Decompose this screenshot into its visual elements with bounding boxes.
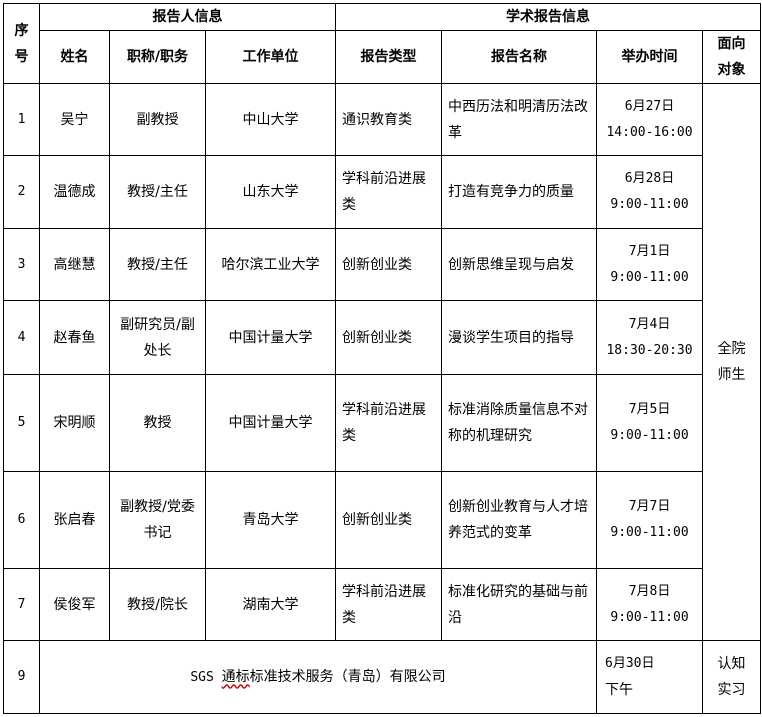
row-audience: 认知实习 [702,640,762,714]
header-type: 报告类型 [335,30,443,84]
table-row: 7 侯俊军 教授/院长 湖南大学 学科前沿进展类 标准化研究的基础与前沿 7月8日 9:00-… [3,568,761,641]
row-topic: 打造有竞争力的质量 [441,155,598,229]
row-datetime: 7月7日 9:00-11:00 [596,471,704,569]
table-row: 5 宋明顺 教授 中国计量大学 学科前沿进展类 标准消除质量信息不对称的机理研究 7月5日 9… [3,374,761,472]
header-seq: 序号 [3,3,40,84]
row-title: 教授/主任 [109,228,206,301]
row-no: 9 [3,640,40,714]
table-row: 4 赵春鱼 副研究员/副处长 中国计量大学 创新创业类 漫谈学生项目的指导 7月4日 18:3… [3,300,761,375]
row-date: 7月1日 [628,243,671,259]
header-report-info: 学术报告信息 [335,3,762,31]
row-time: 18:30-20:30 [606,342,693,358]
org-flagged-word: 通标 [221,668,250,685]
row-date: 6月28日 [624,171,675,186]
row-name: 张启春 [39,471,110,569]
row-topic: 创新思维呈现与启发 [441,228,598,301]
row-name: 赵春鱼 [39,300,110,375]
row-time: 下午 [605,682,634,698]
row-type: 学科前沿进展类 [335,568,443,641]
table-row: 1 吴宁 副教授 中山大学 通识教育类 中西历法和明清历法改革 6月27日 14:00-16:… [3,83,762,641]
row-no: 1 [3,83,40,156]
row-datetime: 7月4日 18:30-20:30 [596,300,704,375]
row-datetime: 7月1日 9:00-11:00 [596,228,704,301]
row-unit: 哈尔滨工业大学 [204,228,337,301]
row-date: 7月7日 [628,499,671,514]
row-datetime: 7月8日 9:00-11:00 [596,568,704,641]
row-organization: SGS 通标标准技术服务（青岛）有限公司 [38,640,598,714]
row-title: 教授/院长 [109,568,206,641]
row-title: 教授 [109,374,206,472]
row-topic: 漫谈学生项目的指导 [441,300,598,375]
header-speaker-info: 报告人信息 [38,3,337,31]
header-title: 职称/职务 [109,30,206,84]
row-time: 9:00-11:00 [610,428,689,443]
row-date: 6月27日 [624,98,675,114]
report-schedule-table: 序号 报告人信息 学术报告信息 姓名 职称/职务 工作单位 报告类型 报告名称 … [3,3,762,714]
row-unit: 中国计量大学 [204,300,337,375]
org-rest: 标准技术服务（青岛）有限公司 [249,668,446,685]
row-type: 学科前沿进展类 [335,155,443,229]
row-type: 创新创业类 [335,471,443,569]
row-no: 3 [3,228,40,301]
row-type: 通识教育类 [335,83,443,156]
row-topic: 标准消除质量信息不对称的机理研究 [441,374,598,472]
row-time: 14:00-16:00 [606,124,693,140]
header-unit: 工作单位 [204,30,337,84]
row-name: 宋明顺 [39,374,110,472]
header-name: 姓名 [39,30,110,84]
row-type: 创新创业类 [335,228,443,301]
table-row: 6 张启春 副教授/党委书记 青岛大学 创新创业类 创新创业教育与人才培养范式的变革 7月7… [3,471,761,569]
header-time: 举办时间 [596,30,704,84]
row-no: 7 [3,568,40,641]
row-title: 副研究员/副处长 [109,300,206,375]
table-row-internship: 9 SGS 通标标准技术服务（青岛）有限公司 6月30日下午 认知实习 [3,640,762,714]
header-audience: 面向对象 [702,30,762,84]
audience-all: 全院师生 [702,83,762,641]
row-type: 学科前沿进展类 [335,374,443,472]
row-topic: 中西历法和明清历法改革 [441,83,598,156]
header-topic: 报告名称 [441,30,598,84]
row-name: 高继慧 [39,228,110,301]
org-prefix: SGS [190,669,222,685]
row-no: 2 [3,155,40,229]
row-time: 9:00-11:00 [610,525,689,540]
row-unit: 山东大学 [204,155,337,229]
row-datetime: 7月5日 9:00-11:00 [596,374,704,472]
row-topic: 标准化研究的基础与前沿 [441,568,598,641]
row-unit: 湖南大学 [204,568,337,641]
row-name: 温德成 [39,155,110,229]
row-date: 7月5日 [628,402,671,417]
row-time: 9:00-11:00 [610,269,689,285]
row-unit: 青岛大学 [204,471,337,569]
row-title: 副教授 [109,83,206,156]
row-type: 创新创业类 [335,300,443,375]
row-time: 9:00-11:00 [610,609,689,625]
row-datetime: 6月28日 9:00-11:00 [596,155,704,229]
row-date: 7月4日 [628,316,671,332]
row-name: 侯俊军 [39,568,110,641]
row-title: 教授/主任 [109,155,206,229]
row-date: 6月30日 [605,656,655,671]
row-topic: 创新创业教育与人才培养范式的变革 [441,471,598,569]
row-no: 6 [3,471,40,569]
row-datetime: 6月27日 14:00-16:00 [596,83,704,156]
row-name: 吴宁 [39,83,110,156]
row-unit: 中国计量大学 [204,374,337,472]
row-no: 4 [3,300,40,375]
table-row: 3 高继慧 教授/主任 哈尔滨工业大学 创新创业类 创新思维呈现与启发 7月1日 9:00-1… [3,228,761,301]
row-time: 9:00-11:00 [610,197,689,212]
row-unit: 中山大学 [204,83,337,156]
row-title: 副教授/党委书记 [109,471,206,569]
row-no: 5 [3,374,40,472]
row-date: 7月8日 [628,583,671,599]
table-row: 2 温德成 教授/主任 山东大学 学科前沿进展类 打造有竞争力的质量 6月28日 9:00-1… [3,155,761,229]
row-datetime: 6月30日下午 [596,640,704,714]
